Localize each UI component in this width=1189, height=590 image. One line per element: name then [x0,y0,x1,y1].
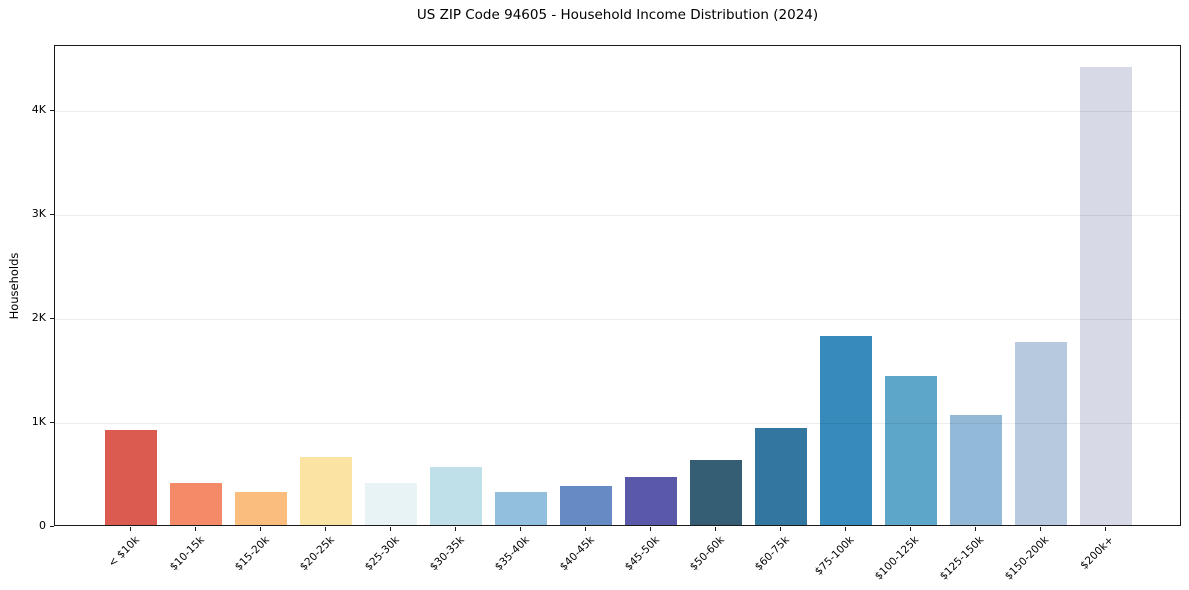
bar [300,457,352,525]
x-tick-label: $35-40k [492,534,532,574]
y-tick-mark [50,526,54,527]
x-tick-label: $20-25k [297,534,337,574]
bar [430,467,482,525]
bar [755,428,807,525]
chart-title: US ZIP Code 94605 - Household Income Dis… [416,7,819,23]
bar [690,460,742,525]
x-tick-label: $50-60k [687,534,727,574]
x-tick-label: $200k+ [1078,534,1117,572]
x-tick-label: $60-75k [752,534,792,574]
bar [235,491,287,525]
y-axis-label: Households [7,252,21,320]
y-tick-label: 1K [31,415,46,428]
bar [495,492,547,525]
y-tick-label: 0 [39,519,46,532]
bar [1080,67,1132,525]
bar [950,414,1002,525]
bar [105,429,157,525]
x-tick-mark [715,527,716,531]
x-tick-mark [845,527,846,531]
x-tick-label: $15-20k [232,534,272,574]
x-tick-label: $40-45k [557,534,597,574]
x-tick-mark [910,527,911,531]
x-tick-mark [130,527,131,531]
x-tick-label: $100-125k [872,534,922,583]
y-tick-label: 4K [31,103,46,116]
gridline [55,319,1180,320]
y-tick-label: 3K [31,207,46,220]
x-tick-mark [260,527,261,531]
y-tick-label: 2K [31,311,46,324]
bar [625,476,677,525]
x-tick-mark [1040,527,1041,531]
x-tick-label: $25-30k [362,534,402,574]
bar [1015,342,1067,525]
bar [560,486,612,525]
y-tick-mark [50,318,54,319]
y-tick-mark [50,422,54,423]
gridline [55,111,1180,112]
gridline [55,423,1180,424]
x-tick-label: $10-15k [167,534,207,574]
gridline [55,215,1180,216]
x-tick-label: $30-35k [427,534,467,574]
x-tick-label: $75-100k [812,534,857,578]
x-tick-mark [520,527,521,531]
x-tick-mark [455,527,456,531]
x-tick-mark [1105,527,1106,531]
y-tick-mark [50,214,54,215]
x-tick-label: $125-150k [937,534,987,583]
x-tick-label: < $10k [105,534,142,570]
x-tick-mark [975,527,976,531]
bar [885,376,937,525]
x-tick-mark [195,527,196,531]
x-tick-label: $45-50k [622,534,662,574]
bar [170,483,222,525]
x-tick-mark [650,527,651,531]
x-tick-mark [325,527,326,531]
plot-area [54,45,1181,526]
y-tick-mark [50,110,54,111]
x-tick-mark [780,527,781,531]
bar [365,483,417,525]
x-tick-mark [390,527,391,531]
x-tick-label: $150-200k [1002,534,1052,583]
bar [820,336,872,525]
x-tick-mark [585,527,586,531]
